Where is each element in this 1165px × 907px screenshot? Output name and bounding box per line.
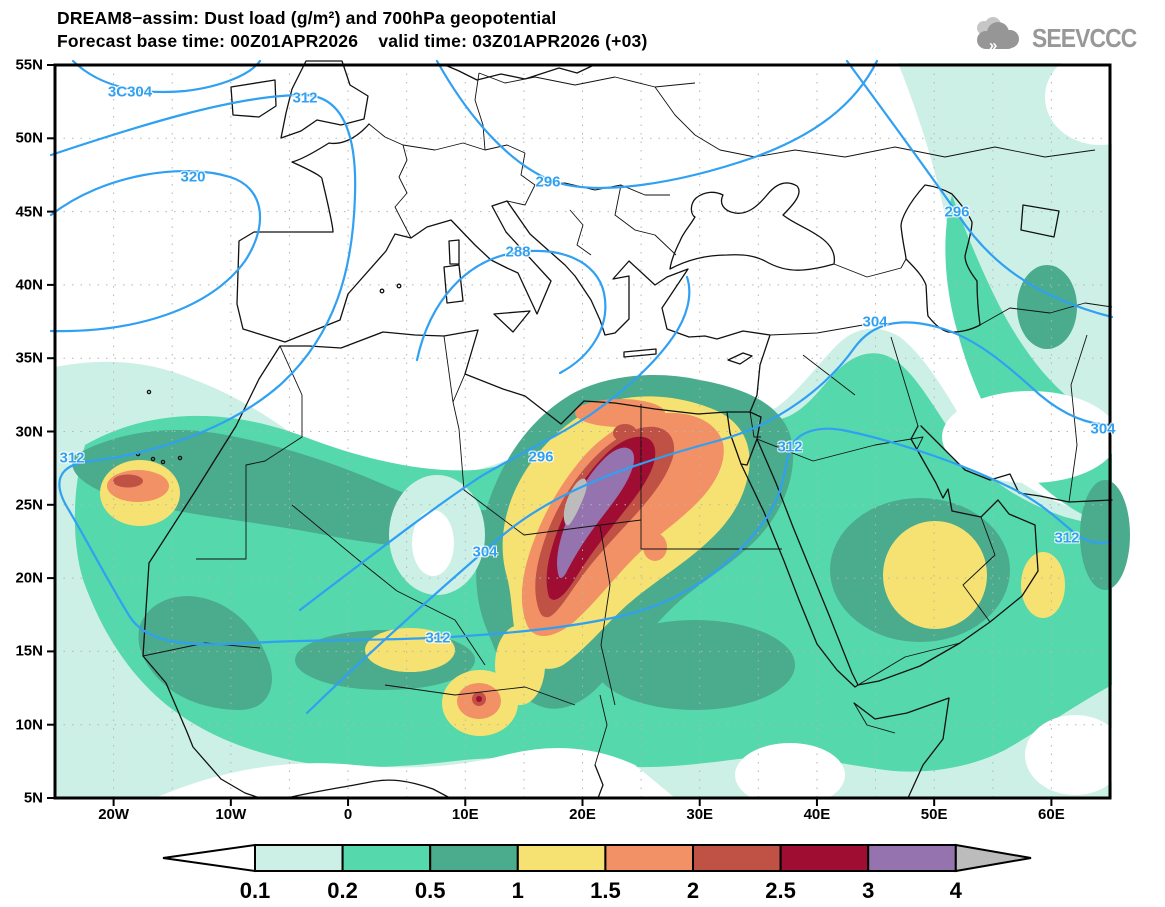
colorbar-segment [604,844,695,872]
lon-tick-label: 40E [803,806,831,823]
colorbar-level-label: 2.5 [765,878,796,903]
geopotential-label: 312 [777,438,803,456]
lat-tick-label: 30N [15,423,43,440]
colorbar-segment [254,844,344,872]
colorbar-segment [779,844,870,872]
geopotential-label: 312 [425,629,451,647]
lat-tick-label: 20N [15,569,43,587]
lat-tick-label: 5N [23,789,43,807]
lat-tick-label: 25N [15,496,43,514]
colorbar-level-label: 0.5 [415,878,446,903]
lat-tick-label: 35N [15,349,43,367]
lon-tick-label: 50E [920,806,948,823]
geopotential-label: 296 [944,203,970,221]
geopotential-label: 296 [535,173,561,191]
colorbar-level-label: 2 [687,878,699,903]
colorbar-level-label: 4 [950,878,963,903]
colorbar-arrow [162,843,256,873]
colorbar-level-label: 3 [862,878,874,903]
dust-load-colorbar: 0.1 0.2 0.5 1 1.5 2 2.5 3 4 [0,830,1165,907]
svg-text:»: » [989,37,997,54]
lon-tick-label: 20E [569,806,596,823]
colorbar-arrow [954,843,1032,873]
geopotential-label: 312 [59,449,85,467]
lon-tick-label: 10W [215,806,247,823]
geopotential-label: 304 [472,543,498,561]
chart-title: DREAM8−assim: Dust load (g/m²) and 700hP… [57,8,557,28]
geopotential-label: 312 [292,89,318,107]
dust-map [47,49,1155,807]
colorbar-segment [516,844,607,872]
colorbar-level-label: 1.5 [590,878,621,903]
colorbar-segment [867,844,957,872]
lon-tick-label: 10E [451,806,479,823]
lat-tick-label: 45N [15,203,43,221]
lat-tick-label: 50N [15,129,43,147]
lon-tick-label: 0 [343,806,353,823]
map-panel: 3C304 312 320 296 288 296 304 312 296 304 312 312 30… [47,49,1155,807]
lat-tick-label: 15N [15,642,43,660]
chart-subtitle: Forecast base time: 00Z01APR2026 valid t… [57,31,648,51]
lon-tick-label: 30E [686,806,714,823]
geopotential-label: 304 [862,313,888,331]
logo-text: SEEVCCC [1032,23,1137,53]
cloud-icon: » [972,16,1026,61]
colorbar-level-label: 0.2 [327,878,358,903]
lon-tick-label: 20W [98,806,130,823]
lon-tick-label: 60E [1038,806,1065,823]
geopotential-label: 3C304 [107,83,153,101]
geopotential-label: 320 [180,168,206,186]
colorbar-segment [692,844,782,872]
geopotential-label: 312 [1054,529,1080,547]
geopotential-label: 288 [505,243,531,261]
seevccc-logo: » SEEVCCC [972,16,1151,61]
geopotential-label: 296 [528,448,554,466]
lat-tick-label: 55N [15,56,43,74]
lat-tick-label: 40N [15,276,43,294]
colorbar-segment [341,844,432,872]
colorbar-level-label: 0.1 [240,878,271,903]
geopotential-label: 304 [1090,420,1116,438]
colorbar-level-label: 1 [512,878,524,903]
colorbar-segment [429,844,519,872]
lat-tick-label: 10N [15,716,43,734]
